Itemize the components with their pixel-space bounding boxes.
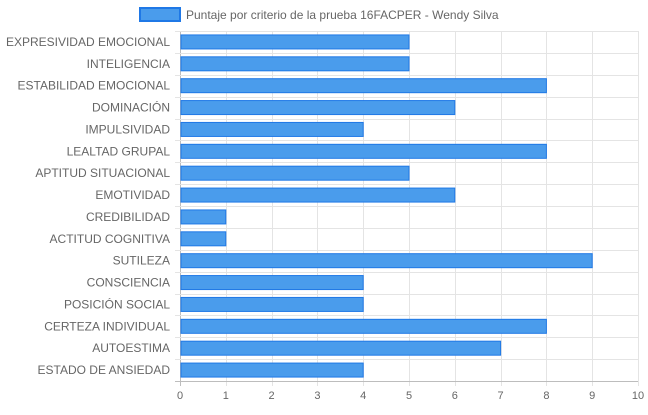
category-label: ESTABILIDAD EMOCIONAL [18,79,171,93]
bars [180,34,593,378]
category-label: ACTITUD COGNITIVA [50,232,170,246]
category-labels: EXPRESIVIDAD EMOCIONAL INTELIGENCIA ESTABI… [6,35,170,377]
bar[interactable] [180,143,547,159]
bar[interactable] [180,362,364,378]
bar[interactable] [180,165,410,181]
x-tick-label: 0 [177,390,183,402]
bar[interactable] [180,78,547,94]
category-label: AUTOESTIMA [92,341,170,355]
bar[interactable] [180,275,364,291]
category-label: LEALTAD GRUPAL [67,144,171,158]
bar[interactable] [180,100,456,116]
legend-label: Puntaje por criterio de la prueba 16FACP… [186,8,499,22]
category-label: DOMINACIÓN [92,100,170,115]
bar[interactable] [180,340,502,356]
x-tick-label: 3 [314,390,320,402]
category-label: INTELIGENCIA [87,57,170,71]
category-label: POSICIÓN SOCIAL [64,296,170,311]
x-tick-label: 9 [589,390,595,402]
category-label: SUTILEZA [113,254,170,268]
x-tick-label: 2 [269,390,275,402]
category-label: EXPRESIVIDAD EMOCIONAL [6,35,170,49]
category-label: CREDIBILIDAD [86,210,170,224]
bar[interactable] [180,34,410,50]
bar[interactable] [180,296,364,312]
bar[interactable] [180,121,364,137]
x-tick-labels: 0 1 2 3 4 5 6 7 8 9 10 [177,390,644,402]
x-tick-label: 6 [452,390,458,402]
bar[interactable] [180,253,593,269]
x-tick-label: 7 [498,390,504,402]
x-tick-label: 10 [632,390,644,402]
bar[interactable] [180,231,227,247]
x-tick-label: 1 [223,390,229,402]
category-label: CONSCIENCIA [87,276,170,290]
x-tick-label: 5 [406,390,412,402]
category-label: CERTEZA INDIVIDUAL [44,319,170,333]
bar[interactable] [180,209,227,225]
category-label: IMPULSIVIDAD [85,122,170,136]
category-label: APTITUD SITUACIONAL [35,166,170,180]
legend-swatch [139,7,181,22]
bar[interactable] [180,56,410,72]
x-tick-label: 4 [360,390,366,402]
legend[interactable]: Puntaje por criterio de la prueba 16FACP… [139,7,499,22]
x-tick-label: 8 [543,390,549,402]
category-label: EMOTIVIDAD [95,188,170,202]
category-label: ESTADO DE ANSIEDAD [38,363,171,377]
bar[interactable] [180,187,456,203]
bar[interactable] [180,318,547,334]
